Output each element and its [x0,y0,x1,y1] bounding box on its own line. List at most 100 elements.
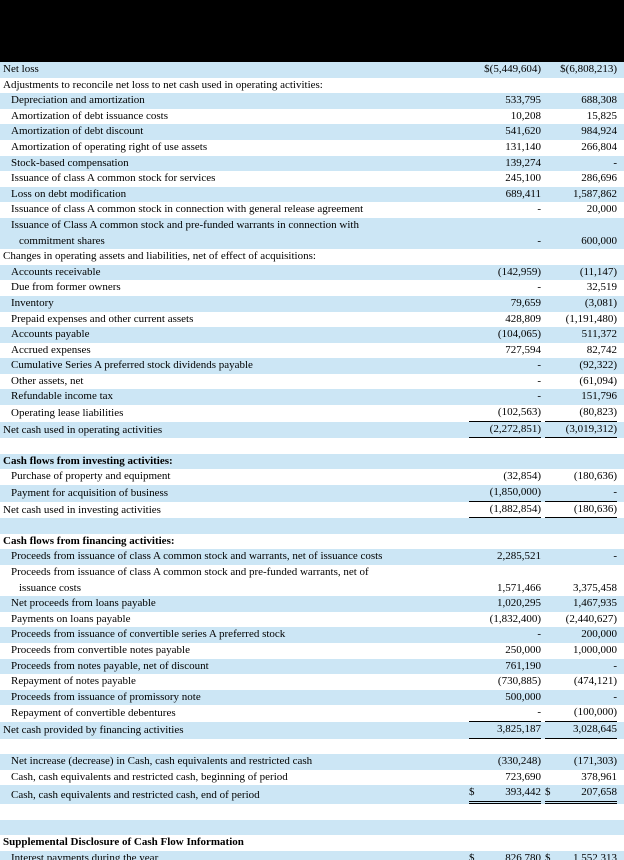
table-row: Changes in operating assets and liabilit… [0,249,624,265]
table-row: Repayment of convertible debentures - (100… [0,705,624,722]
row-label: Cash flows from financing activities: [3,534,175,547]
value-cell: (1,832,400) [489,612,541,625]
row-label: Net cash used in investing activities [3,503,161,516]
table-row: Issuance of class A common stock in conn… [0,202,624,218]
value-cell: (11,147) [579,265,617,278]
table-row: Accounts receivable (142,959) (11,147) [0,264,624,281]
table-row: Cash, cash equivalents and restricted ca… [0,770,624,786]
value-cell: (92,322) [579,359,617,372]
row-label: Net cash provided by financing activitie… [3,723,184,736]
row-label: Amortization of debt issuance costs [11,109,169,122]
table-row: Inventory 79,659 (3,081) [0,295,624,312]
table-row: Issuance of class A common stock for ser… [0,171,624,187]
table-row: Net proceeds from loans payable 1,020,295… [0,596,624,612]
table-row: Due from former owners - 32,519 [0,280,624,296]
table-row: Proceeds from issuance of convertible se… [0,627,624,643]
table-row: Adjustments to reconcile net loss to net… [0,78,624,94]
value-cell: $1,552,313 [545,851,617,860]
value-cell: (330,248) [497,755,541,768]
table-row: Cumulative Series A preferred stock divi… [0,358,624,374]
table-row: Operating lease liabilities (102,563) (80,… [0,405,624,422]
row-label: Proceeds from issuance of class A common… [11,550,383,563]
row-label: Cumulative Series A preferred stock divi… [11,359,253,372]
row-label: Issuance of class A common stock in conn… [11,203,364,216]
table-row: Amortization of debt discount 541,620 984,… [0,124,624,140]
table-row: Cash, cash equivalents and restricted ca… [0,785,624,804]
value-cell: 139,274 [505,156,541,169]
value-cell: (104,065) [497,328,541,341]
statement-table: Net loss $(5,449,604) $(6,808,213) Adjustme… [0,62,624,860]
table-row: Net increase (decrease) in Cash, cash eq… [0,754,624,770]
value-text: 393,442 [505,786,541,799]
table-row: Payment for acquisition of business (1,85… [0,485,624,502]
currency-symbol: $ [469,851,475,860]
value-cell: - [613,156,617,169]
row-label: Changes in operating assets and liabilit… [3,250,316,263]
row-label: Cash, cash equivalents and restricted ca… [11,789,260,802]
row-label: Net loss [3,63,39,75]
table-row: Interest payments during the year $826,78… [0,850,624,860]
table-row: Amortization of operating right of use a… [0,140,624,156]
value-cell: (3,081) [584,296,617,309]
table-row: Other assets, net - (61,094) [0,374,624,390]
value-cell: (1,191,480) [565,312,617,325]
value-cell: $(6,808,213) [560,63,617,75]
value-text: 207,658 [581,786,617,799]
row-label: Inventory [11,296,54,309]
row-label: Net proceeds from loans payable [11,597,156,610]
value-cell: 3,028,645 [545,722,617,739]
table-row: Prepaid expenses and other current asset… [0,312,624,328]
table-row: Cash flows from investing activities: [0,453,624,470]
row-label: Adjustments to reconcile net loss to net… [3,78,323,91]
table-row: Proceeds from convertible notes payable 2… [0,643,624,659]
value-cell: 266,804 [581,140,617,153]
row-label: Cash, cash equivalents and restricted ca… [11,770,288,783]
value-cell: (730,885) [497,675,541,688]
row-label: Prepaid expenses and other current asset… [11,312,194,325]
table-row: Net cash provided by financing activitie… [0,721,624,739]
value-cell: (32,854) [503,470,541,483]
table-row: Purchase of property and equipment (32,85… [0,469,624,485]
value-cell: 1,000,000 [573,643,617,656]
spacer-row [0,804,624,820]
spacer-row [0,819,624,836]
value-cell: 1,020,295 [497,597,541,610]
value-cell: (180,636) [573,470,617,483]
value-text: 1,552,313 [573,851,617,860]
value-cell: 984,924 [581,125,617,138]
value-cell: - [613,659,617,672]
value-cell: 2,285,521 [497,550,541,563]
value-cell: 428,809 [505,312,541,325]
value-cell: - [537,628,541,641]
value-cell: (3,019,312) [545,422,617,439]
row-label: Amortization of operating right of use a… [11,140,208,153]
table-row: Repayment of notes payable (730,885) (474,… [0,674,624,690]
table-row: Cash flows from financing activities: [0,534,624,550]
table-row: Proceeds from issuance of class A common… [0,549,624,565]
row-label: Supplemental Disclosure of Cash Flow Inf… [3,836,244,849]
value-cell: 32,519 [586,281,617,294]
row-label: Payment for acquisition of business [11,487,169,500]
value-cell: 15,825 [586,109,617,122]
value-cell: (180,636) [545,502,617,519]
value-cell: 10,208 [510,109,541,122]
row-label: Proceeds from notes payable, net of disc… [11,659,209,672]
value-cell: 82,742 [586,343,617,356]
row-label: Proceeds from issuance of convertible se… [11,628,286,641]
value-cell: - [537,390,541,403]
row-label: Operating lease liabilities [11,407,124,420]
top-black-banner [0,0,624,62]
value-cell: 723,690 [505,770,541,783]
table-row: Net cash used in operating activities (2,… [0,421,624,439]
value-cell: 20,000 [586,203,617,216]
value-cell: - [537,359,541,372]
currency-symbol: $ [545,786,551,799]
table-row: Net loss $(5,449,604) $(6,808,213) [0,62,624,78]
value-cell: 1,587,862 [573,187,617,200]
value-cell: 79,659 [510,296,541,309]
value-cell: 1,571,466 [497,581,541,594]
row-label: Other assets, net [11,374,84,387]
table-row: Proceeds from issuance of class A common… [0,565,624,596]
table-row: Accrued expenses 727,594 82,742 [0,343,624,359]
